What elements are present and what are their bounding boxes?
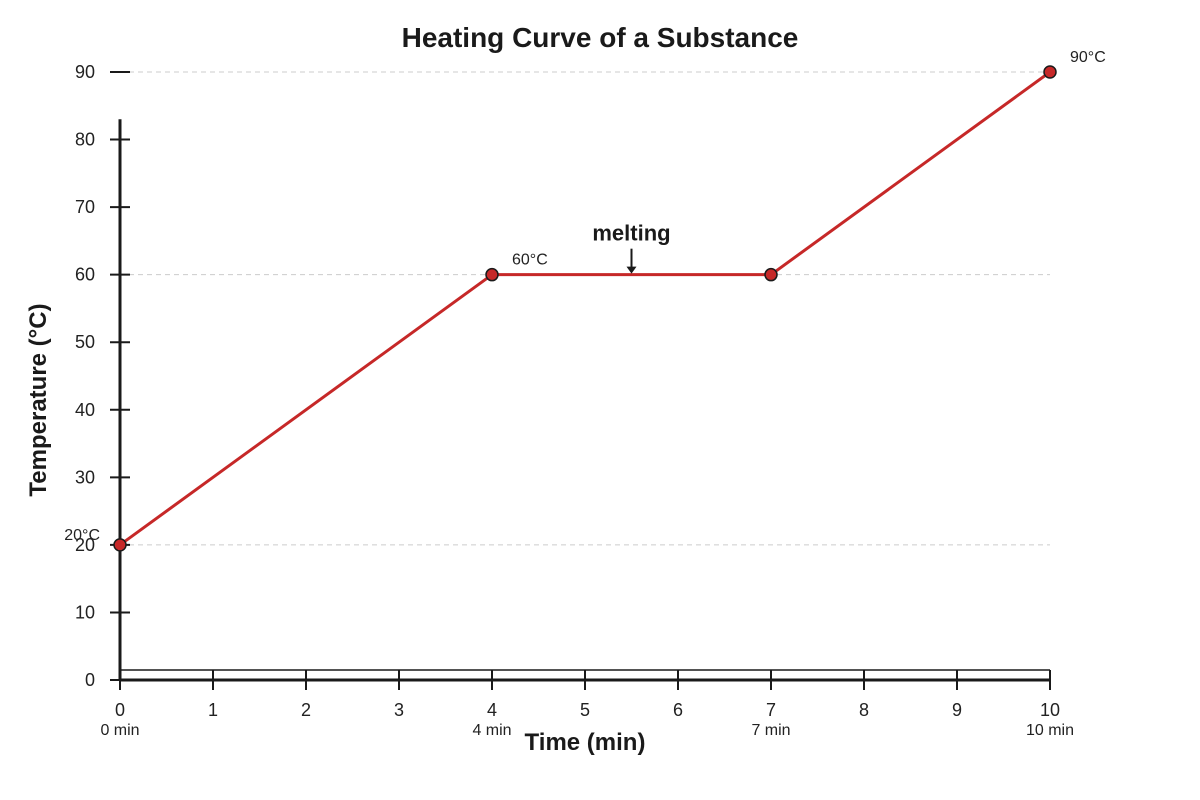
x-tick-label-6: 6 <box>673 700 683 720</box>
data-point <box>764 267 778 282</box>
point-value-label: 90°C <box>1070 49 1106 66</box>
annotation-arrow-head <box>626 266 637 274</box>
y-tick-label-70: 70 <box>75 197 95 217</box>
time-label: 10 min <box>1026 722 1074 739</box>
y-tick-label-50: 50 <box>75 332 95 352</box>
x-tick-label-1: 1 <box>208 700 218 720</box>
y-tick-label-80: 80 <box>75 130 95 150</box>
time-label: 4 min <box>472 722 511 739</box>
x-tick-label-5: 5 <box>580 700 590 720</box>
y-tick-label-20: 20 <box>75 535 95 555</box>
data-point <box>1043 65 1057 79</box>
x-tick-label-8: 8 <box>859 700 869 720</box>
series-line <box>119 70 1051 547</box>
x-tick-label-2: 2 <box>301 700 311 720</box>
data-point <box>485 267 499 282</box>
time-label: 7 min <box>751 722 790 739</box>
y-tick-label-60: 60 <box>75 265 95 285</box>
x-tick-label-7: 7 <box>766 700 776 720</box>
y-tick-label-0: 0 <box>85 670 95 690</box>
data-point <box>113 538 127 552</box>
y-axis-title: Temperature (°C) <box>25 303 52 496</box>
time-label: 0 min <box>100 722 139 739</box>
point-value-label: 60°C <box>512 252 548 269</box>
y-tick-label-10: 10 <box>75 602 95 622</box>
x-tick-label-9: 9 <box>952 700 962 720</box>
x-tick-label-4: 4 <box>487 700 497 720</box>
y-tick-label-40: 40 <box>75 400 95 420</box>
melting-annotation: melting <box>592 221 670 246</box>
x-tick-label-0: 0 <box>115 700 125 720</box>
x-tick-label-10: 10 <box>1040 700 1060 720</box>
y-tick-label-90: 90 <box>75 62 95 82</box>
y-tick-label-30: 30 <box>75 467 95 487</box>
chart-title: Heating Curve of a Substance <box>401 22 799 53</box>
point-value-label: 20°C <box>64 527 100 544</box>
x-tick-label-3: 3 <box>394 700 404 720</box>
x-axis-title: Time (min) <box>525 729 646 756</box>
